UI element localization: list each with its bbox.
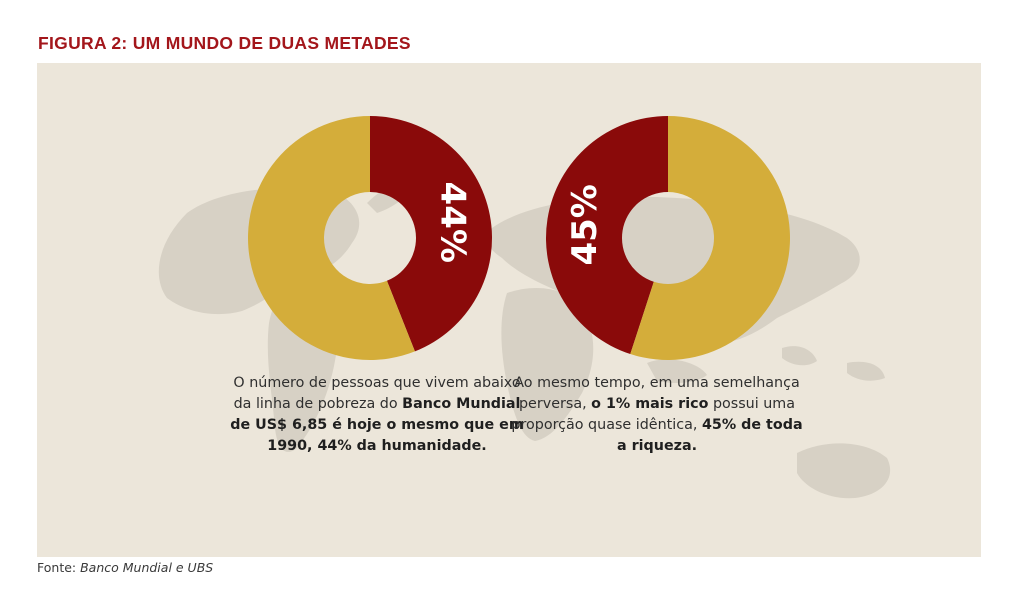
caption-wealth-bold-1: o 1% mais rico xyxy=(591,396,709,412)
donut-chart-wealth: 45% xyxy=(546,116,790,360)
caption-wealth: Ao mesmo tempo, em uma semelhança perver… xyxy=(507,373,807,457)
chart-panel: 44% 45% O número de pessoas que vivem ab… xyxy=(37,63,981,557)
donut-slice-label: 44% xyxy=(433,182,473,263)
source-name: Banco Mundial e UBS xyxy=(80,560,214,575)
donut-slice-highlight xyxy=(370,116,492,352)
world-map-background xyxy=(158,182,891,499)
source-prefix: Fonte: xyxy=(37,560,81,575)
donut-slice-label: 45% xyxy=(565,184,605,265)
donut-slice-highlight xyxy=(546,116,668,355)
caption-wealth-text-1: Ao mesmo tempo, em uma semelhança perver… xyxy=(514,375,800,412)
caption-wealth-text-2: possui uma proporção quase idêntica, xyxy=(511,396,795,433)
caption-poverty-text: O número de pessoas que vivem abaixo da … xyxy=(233,375,521,412)
donut-chart-poverty: 44% xyxy=(247,116,492,360)
caption-poverty: O número de pessoas que vivem abaixo da … xyxy=(227,373,527,457)
caption-poverty-bold: Banco Mundial de US$ 6,85 é hoje o mesmo… xyxy=(230,396,524,454)
figure-title: FIGURA 2: UM MUNDO DE DUAS METADES xyxy=(38,33,411,53)
donut-slice-remainder xyxy=(630,116,790,360)
caption-wealth-bold-2: 45% de toda a riqueza. xyxy=(616,417,803,454)
source-note: Fonte: Banco Mundial e UBS xyxy=(37,560,213,575)
donut-slice-remainder xyxy=(247,116,415,360)
